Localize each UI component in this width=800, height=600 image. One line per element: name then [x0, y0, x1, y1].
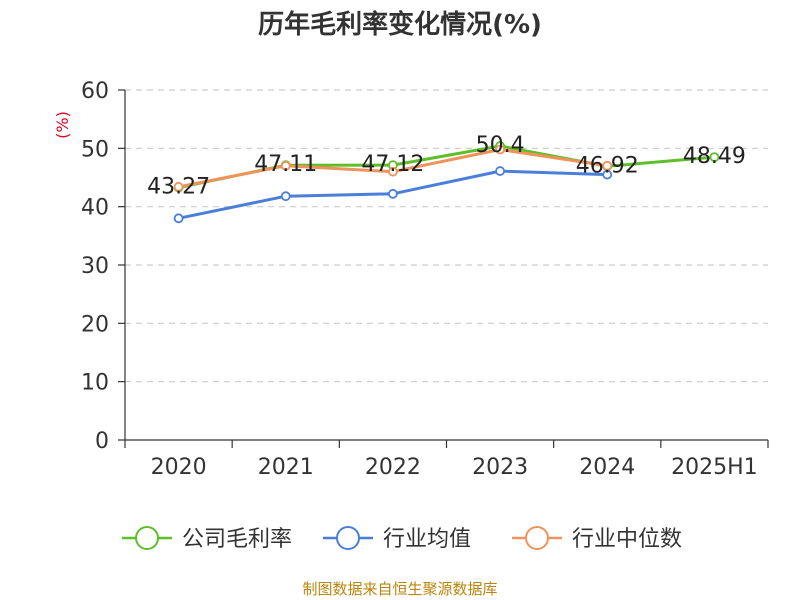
series-point-3 — [173, 181, 184, 192]
legend[interactable]: 公司毛利率 行业均值 行业中位数 — [122, 526, 682, 552]
series-point-2 — [495, 166, 505, 176]
series-point-1 — [709, 152, 720, 163]
axes: 0 10 20 30 40 50 60 2020 2021 2022 2023 2024 2025H1 — [81, 79, 769, 480]
data-label: 43.27 — [147, 175, 210, 200]
y-tick-label: 40 — [81, 196, 109, 221]
legend-label: 公司毛利率 — [182, 527, 292, 552]
y-axis-unit: (%) — [53, 111, 72, 139]
legend-item-2[interactable]: 行业均值 — [323, 526, 471, 552]
y-tick-label: 30 — [81, 254, 109, 279]
legend-marker — [135, 526, 159, 550]
data-label: 48.49 — [683, 144, 746, 169]
data-label: 46.92 — [576, 153, 639, 178]
series-point-3 — [495, 144, 505, 155]
data-labels: 43.27 47.11 47.12 50.4 46.92 48.49 — [147, 133, 746, 200]
x-tick-label: 2025H1 — [671, 455, 758, 480]
series-point-2 — [388, 188, 398, 199]
series-point-3 — [280, 160, 291, 171]
legend-marker — [336, 526, 360, 550]
x-tick-label: 2023 — [472, 455, 528, 480]
y-tick-label: 20 — [81, 312, 109, 337]
x-tick-label: 2021 — [258, 455, 314, 480]
y-tick-label: 0 — [95, 429, 109, 454]
series-point-2 — [280, 191, 291, 202]
legend-label: 行业中位数 — [572, 527, 682, 552]
x-tick-label: 2024 — [579, 455, 635, 480]
y-tick-label: 60 — [81, 79, 109, 104]
series-lines — [173, 141, 720, 224]
y-tick-label: 10 — [81, 371, 109, 396]
series-point-3 — [602, 160, 613, 171]
legend-item-1[interactable]: 公司毛利率 — [122, 526, 292, 552]
series-point-2 — [173, 213, 184, 224]
series-point-3 — [388, 166, 398, 177]
data-label: 47.11 — [254, 152, 317, 177]
x-tick-label: 2020 — [151, 455, 207, 480]
data-label: 50.4 — [476, 133, 525, 158]
source-note: 制图数据来自恒生聚源数据库 — [302, 580, 497, 598]
y-tick-label: 50 — [81, 137, 109, 162]
legend-label: 行业均值 — [383, 527, 471, 552]
gridlines — [125, 89, 768, 383]
data-label: 47.12 — [361, 152, 424, 177]
legend-item-3[interactable]: 行业中位数 — [512, 526, 682, 552]
chart-title: 历年毛利率变化情况(%) — [258, 9, 542, 40]
x-tick-label: 2022 — [365, 455, 421, 480]
legend-marker — [525, 526, 549, 550]
